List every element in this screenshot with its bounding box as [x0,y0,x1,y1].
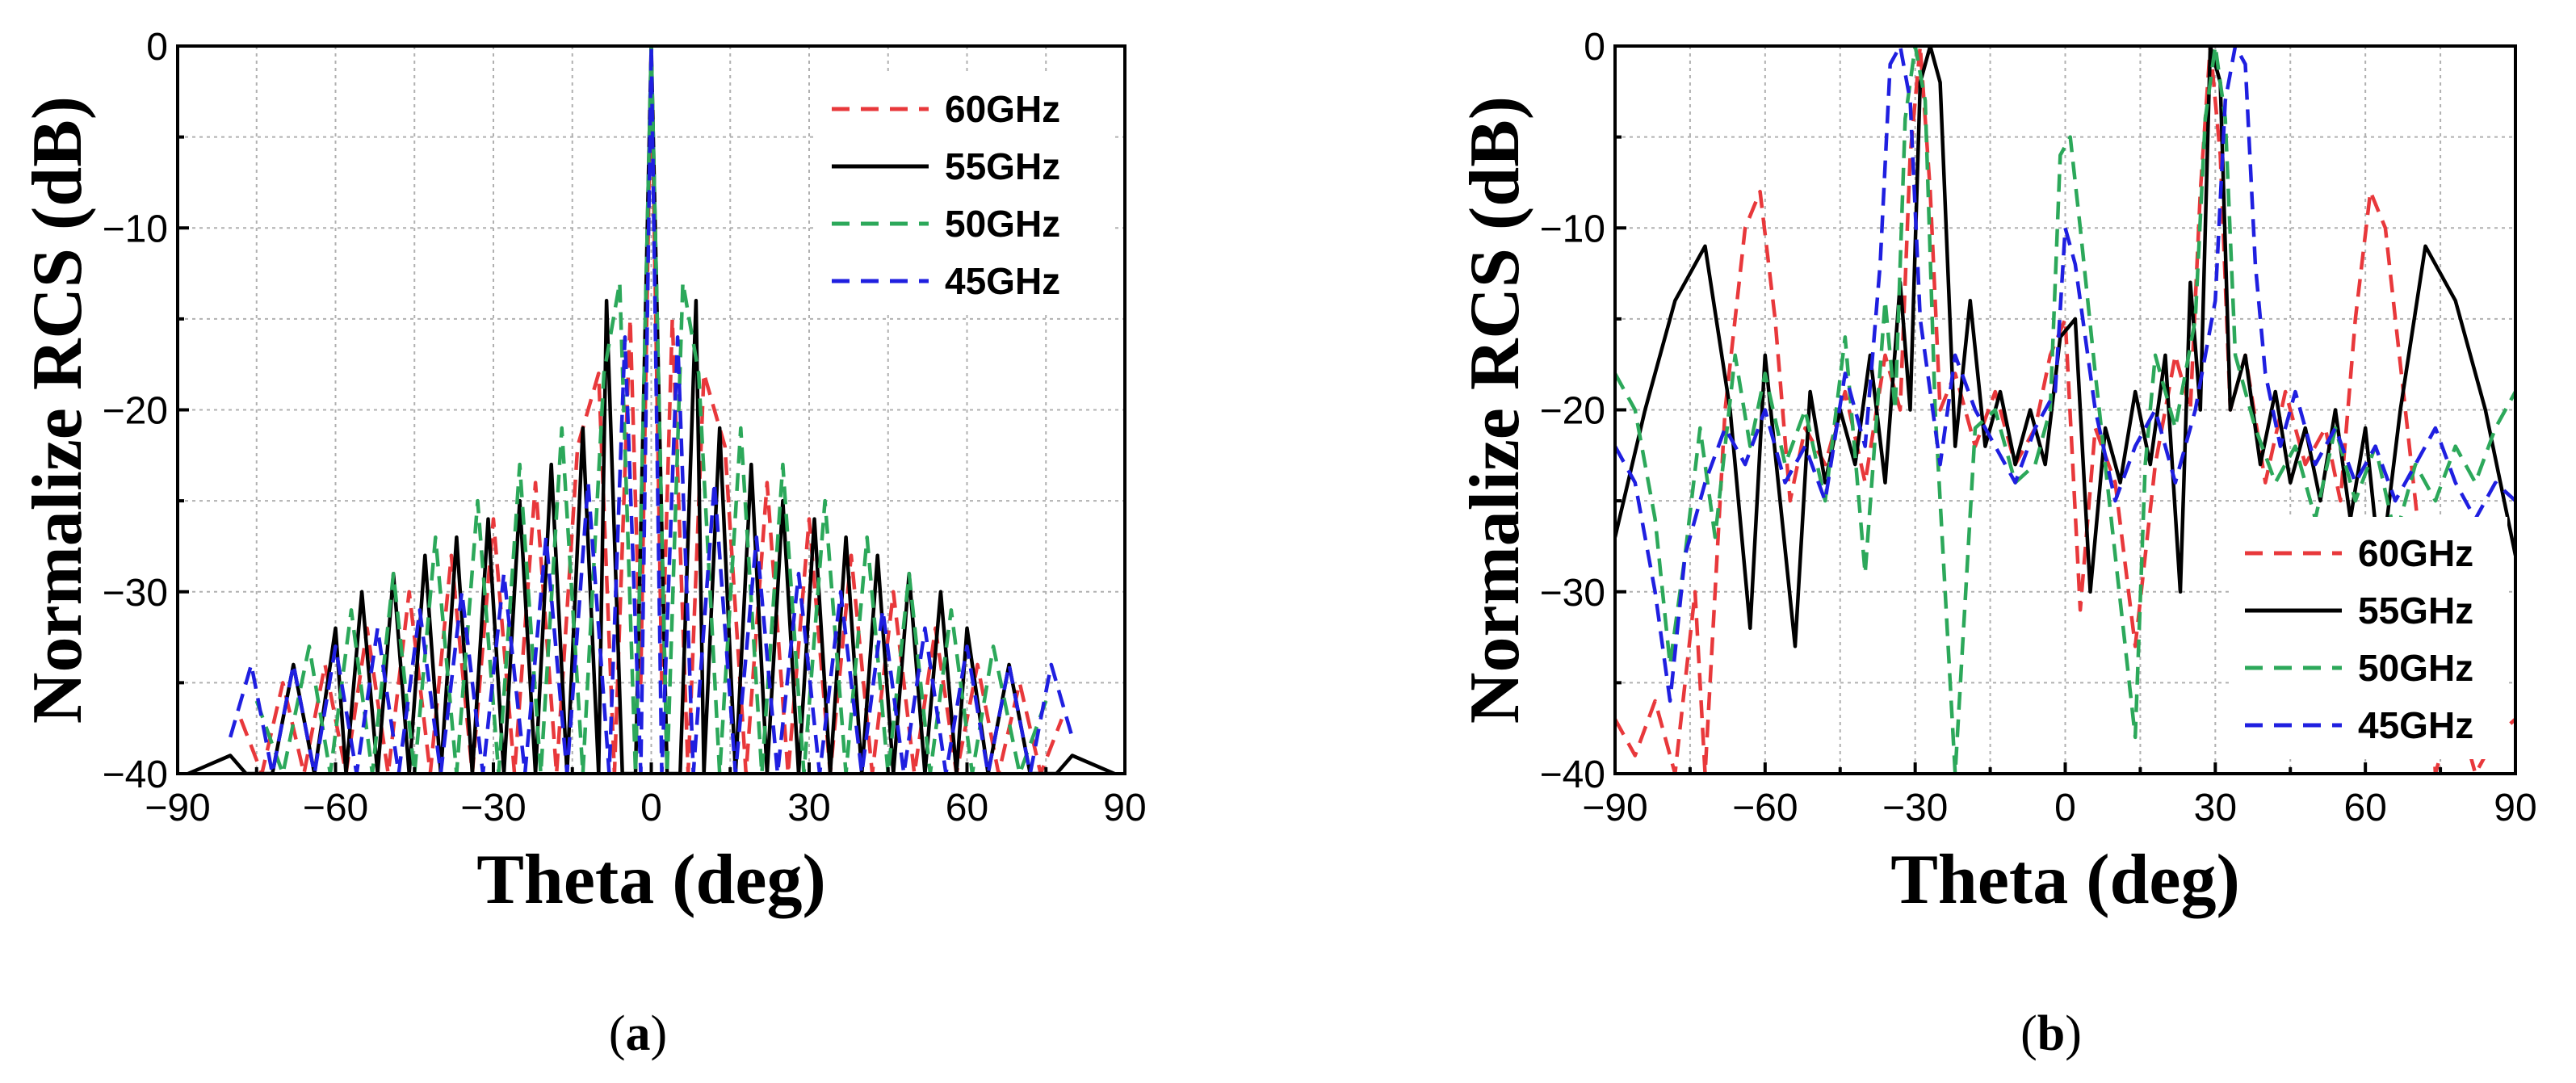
series-line-45GHz [1615,46,2515,703]
chart-b-rcs-vs-theta: −90 −60 −30 0 30 60 90 0 −10 −20 −30 −40 Theta (deg)… [1456,26,2537,919]
x-tick-label: 90 [2494,787,2536,829]
x-tick-label: −30 [1882,787,1948,829]
legend-box [816,73,1114,315]
x-tick-label: 0 [640,787,662,829]
x-axis-label: Theta (deg) [476,841,826,919]
y-tick-label: 0 [146,26,168,69]
y-tick-label: −30 [1540,572,1605,615]
y-tick-label: −10 [103,208,168,250]
series-line-55GHz [1615,46,2515,649]
y-tick-label: 0 [1584,26,1605,69]
y-axis-label: Normalize RCS (dB) [1456,96,1534,724]
legend-label-50GHz: 50GHz [945,203,1060,245]
x-tick-label: −90 [145,787,210,829]
legend-label-60GHz: 60GHz [2358,532,2473,574]
legend-box [2229,517,2507,759]
y-tick-label: −40 [1540,753,1605,796]
y-tick-label: −20 [1540,390,1605,433]
legend: 60GHz 55GHz 50GHz 45GHz [816,73,1114,315]
x-tick-label: 0 [2054,787,2076,829]
caption-a: (a) [609,1006,667,1061]
chart-a-rcs-vs-theta: −90 −60 −30 0 30 60 90 0 −10 −20 −30 −40 Theta (deg)… [19,26,1147,919]
x-tick-label: −60 [1732,787,1798,829]
x-tick-label: −90 [1582,787,1647,829]
series-line-60GHz [1615,46,2515,774]
y-tick-label: −40 [103,753,168,796]
legend-label-45GHz: 45GHz [2358,704,2473,746]
series-line-45GHz [229,46,1074,774]
y-axis-label: Normalize RCS (dB) [19,96,97,724]
legend-label-60GHz: 60GHz [945,88,1060,130]
legend-label-55GHz: 55GHz [2358,590,2473,632]
legend-label-55GHz: 55GHz [945,145,1060,187]
series-line-50GHz [1615,46,2515,774]
x-tick-label: 30 [787,787,830,829]
y-tick-label: −20 [103,390,168,433]
legend: 60GHz 55GHz 50GHz 45GHz [2229,517,2507,759]
x-tick-label: 90 [1103,787,1146,829]
legend-label-50GHz: 50GHz [2358,647,2473,689]
x-axis-label: Theta (deg) [1890,841,2240,919]
caption-b: (b) [2020,1006,2082,1061]
y-tick-label: −30 [103,572,168,615]
x-tick-label: 60 [2343,787,2386,829]
y-tick-label: −10 [1540,208,1605,250]
x-tick-label: 60 [946,787,988,829]
x-tick-label: −60 [303,787,368,829]
x-tick-label: 30 [2194,787,2237,829]
x-tick-label: −30 [460,787,526,829]
legend-label-45GHz: 45GHz [945,260,1060,302]
